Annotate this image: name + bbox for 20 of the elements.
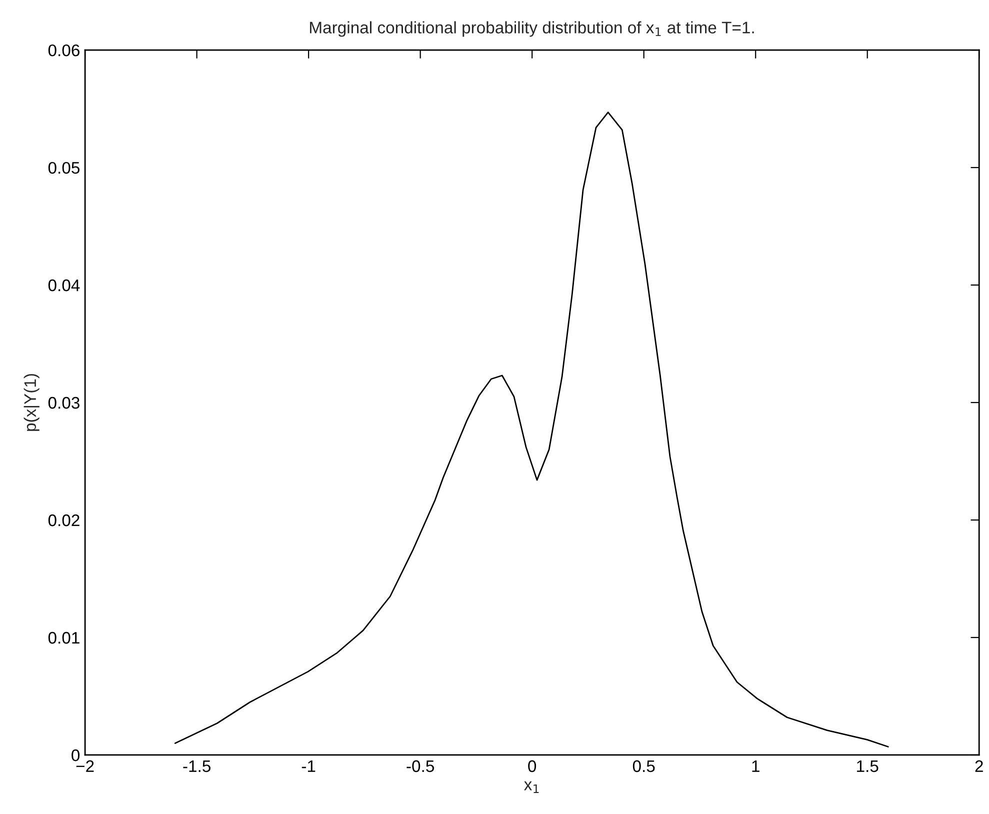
y-tick-label: 0	[72, 749, 80, 762]
y-tick-label: 0.06	[48, 44, 80, 56]
x-axis-title: x$_{1}$	[524, 781, 539, 793]
x-tick-label: −2	[76, 760, 94, 772]
x-tick-label: -0.5	[406, 760, 434, 772]
x-tick-label: 1.5	[857, 760, 878, 772]
y-tick-label: 0.03	[48, 396, 80, 409]
y-tick-label: 0.02	[48, 514, 80, 526]
y-tick-label: 0.04	[48, 279, 80, 292]
x-tick-label: 0.5	[632, 760, 655, 772]
y-tick-label: 0.01	[48, 632, 80, 644]
y-axis-title: p(x|Y(1)	[24, 374, 40, 431]
x-tick-label: -1.5	[183, 760, 210, 772]
y-tick-label: 0.05	[48, 162, 80, 174]
x-tick-label: 1	[752, 760, 760, 772]
x-tick-label: 0	[528, 760, 536, 772]
x-tick-label: -1	[302, 760, 316, 772]
line-series	[174, 112, 889, 748]
chart-title: Marginal conditional probability distribution of x$_{1}$ at time T=1.	[310, 21, 754, 37]
x-tick-label: 2	[975, 760, 983, 772]
